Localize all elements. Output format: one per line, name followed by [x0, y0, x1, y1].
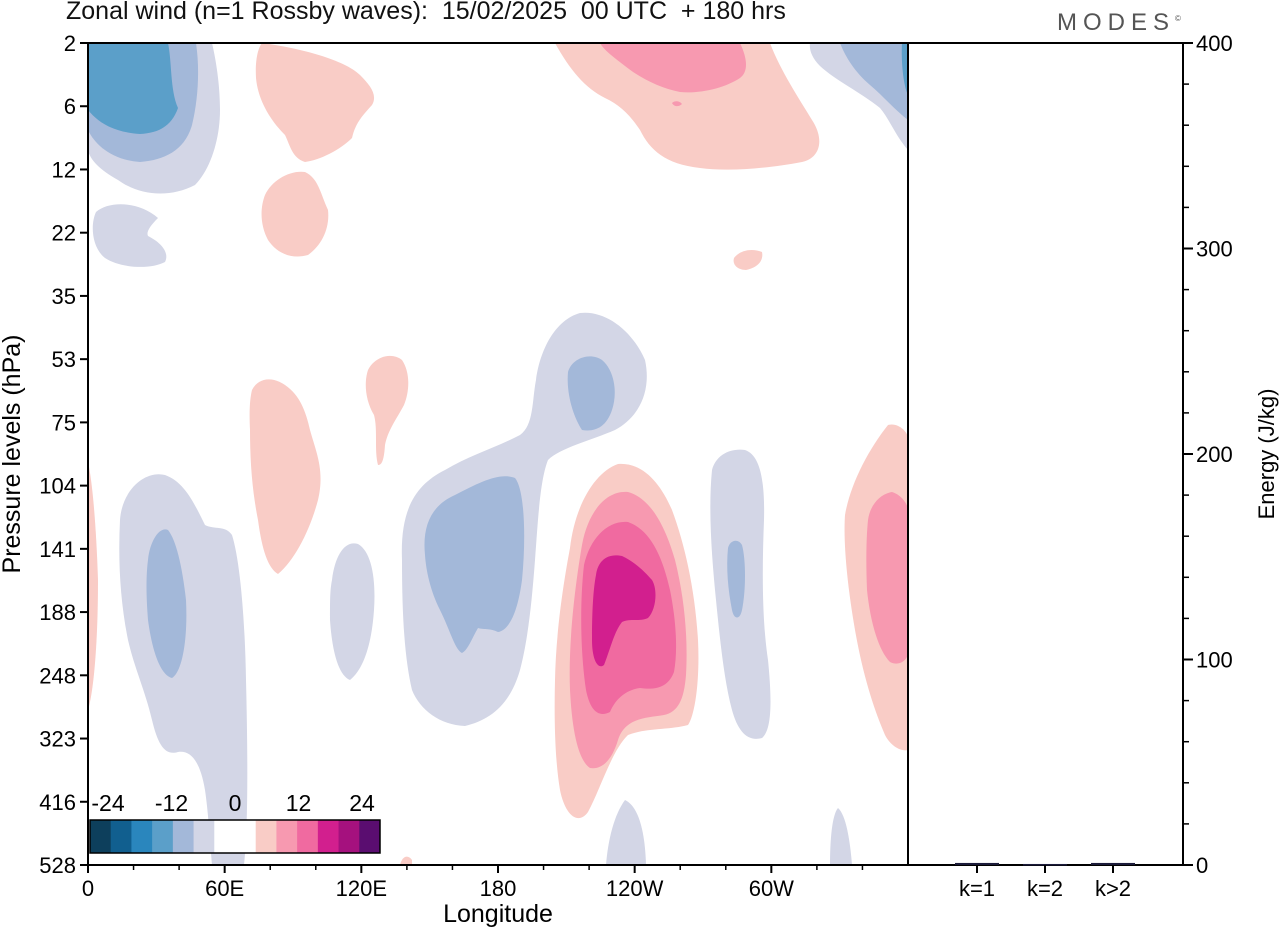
longitude-axis: 0 60E 120E 180 120W 60W — [82, 865, 864, 901]
contour-field — [88, 43, 908, 865]
brand-text: MODES — [1057, 9, 1176, 36]
brand-mark: © — [1175, 14, 1181, 23]
pressure-tick-label: 528 — [39, 853, 76, 878]
contour-neg-upper-left-l1b — [92, 204, 167, 267]
contour-pos-upper-a — [255, 43, 375, 162]
contour-neg-right-column-l2 — [727, 540, 745, 618]
contour-neg-mid-small — [330, 543, 375, 680]
colorbar-label: -24 — [91, 790, 124, 816]
energy-bars: k=1 k=2 k>2 — [955, 862, 1135, 901]
energy-bar — [1023, 863, 1067, 866]
colorbar-swatch — [235, 820, 257, 853]
longitude-tick-label: 120E — [336, 876, 387, 901]
colorbar-swatch — [90, 820, 112, 853]
energy-plot-frame — [907, 42, 1184, 866]
contour-pos-left-edge — [88, 462, 98, 710]
contour-neg-upper-right-l2 — [840, 43, 908, 120]
energy-category-label: k>2 — [1095, 876, 1131, 901]
energy-bar — [955, 862, 999, 865]
contour-neg-upper-right-l3 — [901, 43, 908, 95]
colorbar-label: 12 — [286, 790, 312, 816]
longitude-tick-label: 180 — [480, 876, 517, 901]
chart-title: Zonal wind (n=1 Rossby waves): 15/02/202… — [66, 0, 786, 25]
colorbar-swatch — [214, 820, 236, 853]
colorbar-swatch — [359, 820, 381, 853]
colorbar-swatch — [276, 820, 298, 853]
colorbar-swatch — [338, 820, 360, 853]
contour-neg-center-l2b — [567, 356, 615, 431]
pressure-axis: 2 6 12 22 35 53 75 104 141 188 248 323 416 528 — [39, 31, 88, 878]
pressure-tick-label: 416 — [39, 790, 76, 815]
pressure-tick-label: 141 — [39, 537, 76, 562]
contour-pos-right-l2 — [866, 492, 908, 664]
colorbar-swatch — [131, 820, 153, 853]
colorbar: -24 -12 0 12 24 — [89, 790, 381, 854]
colorbar-swatch — [255, 820, 277, 853]
contour-neg-bottom-b — [830, 808, 852, 865]
x-axis-label: Longitude — [443, 900, 553, 928]
contour-neg-center-l2 — [424, 476, 525, 653]
pressure-tick-label: 75 — [52, 410, 76, 435]
longitude-tick-label: 60E — [205, 876, 244, 901]
pressure-tick-label: 2 — [64, 31, 76, 56]
pressure-tick-label: 323 — [39, 727, 76, 752]
colorbar-swatch — [110, 820, 132, 853]
brand-logo: MODES© — [1057, 9, 1181, 37]
pressure-tick-label: 188 — [39, 600, 76, 625]
contour-pos-upper-c — [555, 43, 820, 170]
pressure-tick-label: 53 — [52, 347, 76, 372]
pressure-tick-label: 35 — [52, 284, 76, 309]
energy-category-label: k=2 — [1027, 876, 1063, 901]
energy-bar — [1091, 862, 1135, 865]
energy-axis-label: Energy (J/kg) — [1254, 389, 1279, 520]
pressure-tick-label: 104 — [39, 474, 76, 499]
colorbar-label: 0 — [229, 790, 242, 816]
longitude-tick-label: 60W — [749, 876, 794, 901]
contour-pos-center-l4 — [592, 555, 656, 667]
contour-pos-upper-b — [261, 171, 329, 257]
pressure-tick-label: 12 — [52, 157, 76, 182]
contour-neg-left-column-l2 — [146, 529, 187, 678]
energy-tick-label: 300 — [1196, 237, 1233, 262]
energy-tick-label: 200 — [1196, 442, 1233, 467]
contour-pos-upper-d — [733, 250, 763, 270]
contour-pos-upper-c-dot — [672, 101, 682, 107]
contour-pos-upper-c-l2 — [600, 43, 746, 93]
longitude-tick-label: 120W — [606, 876, 664, 901]
y-axis-label: Pressure levels (hPa) — [0, 335, 26, 574]
contour-pos-mid-a — [249, 379, 321, 574]
pressure-tick-label: 248 — [39, 663, 76, 688]
colorbar-swatch — [172, 820, 195, 853]
colorbar-label: 24 — [349, 790, 375, 816]
contour-pos-bottom-speck — [400, 856, 412, 865]
colorbar-swatch — [317, 820, 340, 853]
colorbar-swatch — [152, 820, 174, 853]
longitude-tick-label: 0 — [82, 876, 94, 901]
colorbar-frame — [89, 819, 381, 854]
energy-tick-label: 400 — [1196, 31, 1233, 56]
colorbar-swatch — [193, 820, 215, 853]
energy-tick-label: 100 — [1196, 648, 1233, 673]
contour-pos-mid-b — [365, 355, 409, 465]
colorbar-label: -12 — [155, 790, 188, 816]
energy-category-label: k=1 — [959, 876, 995, 901]
pressure-tick-label: 22 — [52, 221, 76, 246]
colorbar-swatch — [297, 820, 319, 853]
pressure-tick-label: 6 — [64, 94, 76, 119]
contour-neg-bottom-a — [606, 800, 646, 865]
energy-tick-label: 0 — [1196, 853, 1208, 878]
energy-axis: 0 100 200 300 400 — [1183, 31, 1233, 878]
contour-neg-upper-left-l3 — [88, 43, 178, 134]
